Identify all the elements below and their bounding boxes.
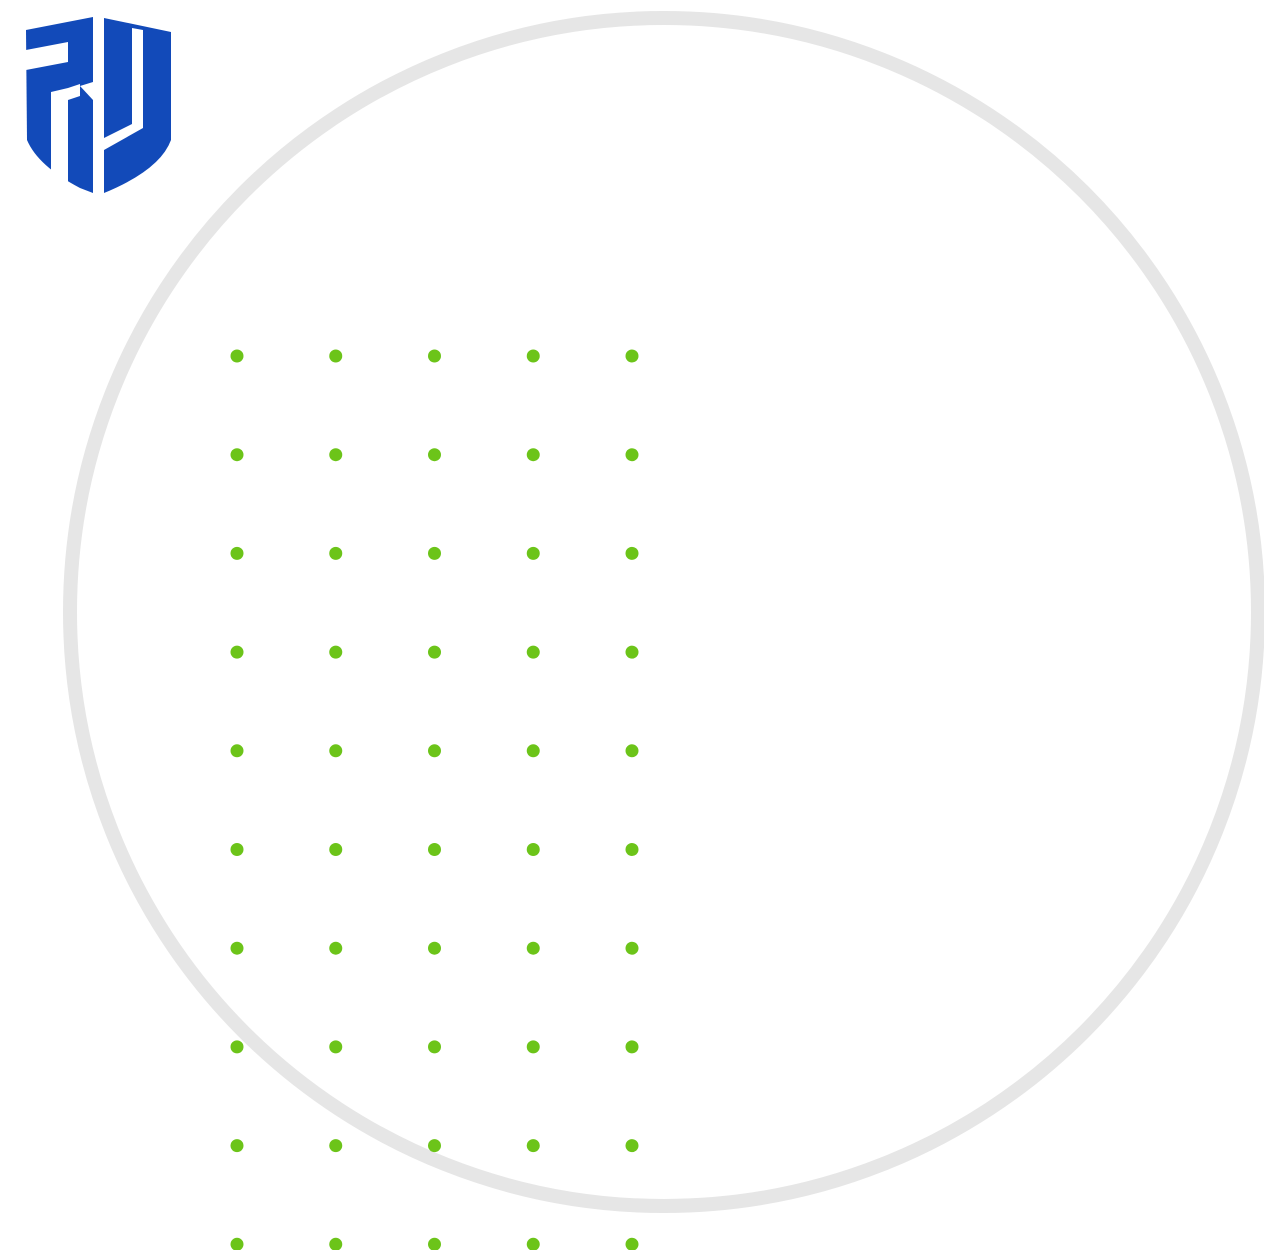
decorative-dot <box>625 448 639 462</box>
decorative-dot <box>230 448 244 462</box>
decorative-dot <box>230 1040 244 1054</box>
decorative-dot <box>625 941 639 955</box>
decorative-dot <box>428 448 441 462</box>
decorative-dot <box>230 349 244 363</box>
decorative-dot <box>625 843 639 856</box>
decorative-dot <box>329 546 343 560</box>
decorative-dot <box>428 1040 441 1054</box>
decorative-dot <box>526 349 540 363</box>
decorative-dot <box>329 645 343 659</box>
decorative-dot <box>428 546 441 560</box>
decorative-dot <box>625 1139 639 1153</box>
decorative-dot <box>526 645 540 659</box>
decorative-dot <box>329 349 343 363</box>
decorative-dot <box>329 1040 343 1054</box>
decorative-ring <box>63 11 1264 1213</box>
decorative-dot <box>526 1139 540 1153</box>
decorative-dot <box>625 546 639 560</box>
decorative-dot <box>526 843 540 856</box>
decorative-dot <box>625 744 639 758</box>
decorative-dot <box>428 941 441 955</box>
decorative-dot <box>329 448 343 462</box>
decorative-dot <box>230 941 244 955</box>
decorative-dot <box>329 1139 343 1153</box>
decorative-dot <box>625 1237 639 1250</box>
decorative-dot <box>428 843 441 856</box>
decorative-dot <box>526 744 540 758</box>
decorative-dot <box>230 546 244 560</box>
decorative-dot <box>230 1237 244 1250</box>
decorative-dot <box>526 1040 540 1054</box>
decorative-dot <box>230 645 244 659</box>
decorative-dot <box>329 744 343 758</box>
ru-logo <box>26 17 171 193</box>
decorative-dot <box>625 349 639 363</box>
decorative-dot <box>230 744 244 758</box>
decorative-dot <box>526 546 540 560</box>
dot-grid <box>230 349 639 1250</box>
decorative-dot <box>526 941 540 955</box>
decorative-dot <box>428 744 441 758</box>
decorative-dot <box>329 843 343 856</box>
decorative-dot <box>625 645 639 659</box>
decorative-dot <box>428 1237 441 1250</box>
decorative-dot <box>230 1139 244 1153</box>
decorative-dot <box>625 1040 639 1054</box>
decorative-dot <box>329 1237 343 1250</box>
decorative-dot <box>428 645 441 659</box>
decorative-dot <box>230 843 244 856</box>
decorative-dot <box>526 1237 540 1250</box>
decorative-dot <box>526 448 540 462</box>
decorative-dot <box>428 1139 441 1153</box>
decorative-dot <box>428 349 441 363</box>
decorative-dot <box>329 941 343 955</box>
